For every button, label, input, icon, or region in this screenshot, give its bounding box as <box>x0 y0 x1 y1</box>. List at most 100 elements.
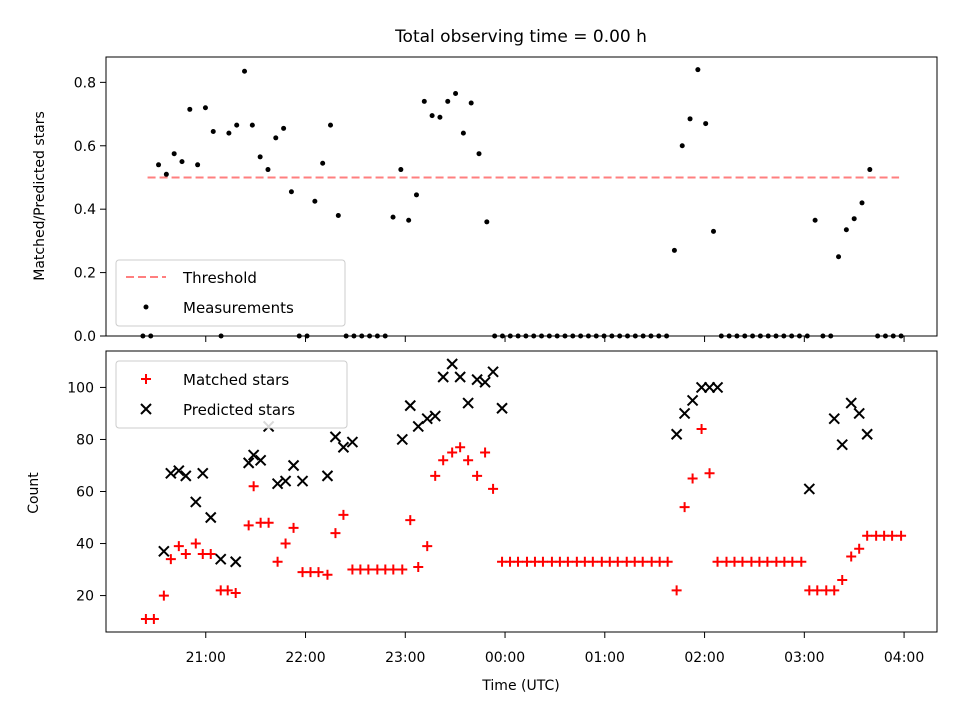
top-plot-area: 0.0 0.2 0.4 0.6 0.8 <box>74 67 905 345</box>
predicted-star-point <box>229 556 242 568</box>
measurement-point <box>390 214 396 220</box>
predicted-star-point <box>205 511 217 524</box>
matched-star-point <box>230 587 241 598</box>
measurement-point <box>421 98 427 104</box>
measurement-point <box>163 171 169 177</box>
matched-star-point <box>679 502 690 513</box>
predicted-star-point <box>180 470 192 482</box>
measurement-point <box>671 247 677 253</box>
measurement-point <box>460 130 466 136</box>
predicted-star-point <box>287 459 300 472</box>
matched-star-point <box>587 556 598 567</box>
measurement-point <box>202 105 208 111</box>
matched-star-point <box>796 556 807 567</box>
matched-star-point <box>447 447 458 458</box>
matched-star-point <box>887 530 898 541</box>
measurement-point <box>171 151 177 157</box>
measurement-point <box>335 213 341 219</box>
x-axis-label: Time (UTC) <box>481 678 559 694</box>
bottom-plot-frame <box>105 350 938 633</box>
measurement-point <box>187 106 193 112</box>
x-tick-label: 03:00 <box>784 650 824 666</box>
matched-star-point <box>397 564 408 575</box>
predicted-legend-label: Predicted stars <box>183 401 295 419</box>
predicted-star-point <box>412 420 424 433</box>
matched-star-point <box>712 556 723 567</box>
predicted-star-point <box>254 454 267 466</box>
predicted-star-point <box>670 428 683 440</box>
matched-star-point <box>704 468 715 479</box>
matched-star-point <box>330 528 341 539</box>
measurement-point <box>328 122 334 128</box>
predicted-star-point <box>479 376 491 388</box>
predicted-star-point <box>462 397 474 409</box>
predicted-star-point <box>711 381 724 394</box>
matched-star-point <box>480 447 491 458</box>
x-tick-label: 01:00 <box>585 650 625 666</box>
matched-star-point <box>612 556 623 567</box>
bottom-y-tick-label: 80 <box>76 432 94 448</box>
matched-legend-swatch <box>141 374 151 384</box>
x-tick-label: 23:00 <box>385 650 425 666</box>
matched-star-point <box>413 561 424 572</box>
top-legend: Threshold Measurements <box>115 259 346 327</box>
measurement-point <box>320 160 326 166</box>
bottom-legend: Matched stars Predicted stars <box>115 360 348 429</box>
top-legend-box <box>115 259 346 327</box>
predicted-star-point <box>242 457 255 469</box>
matched-star-point <box>662 556 673 567</box>
bottom-legend-box <box>115 360 348 429</box>
matched-star-point <box>363 564 374 575</box>
top-y-tick-label: 0.4 <box>74 202 96 218</box>
matched-star-point <box>388 564 399 575</box>
measurement-point <box>859 200 865 206</box>
matched-star-point <box>313 567 324 578</box>
matched-star-point <box>513 556 524 567</box>
matched-star-point <box>322 569 333 580</box>
matched-legend-label: Matched stars <box>183 371 289 389</box>
predicted-star-point <box>828 412 840 425</box>
predicted-star-point <box>454 371 466 383</box>
measurement-point <box>453 90 459 96</box>
measurement-point <box>867 167 873 173</box>
matched-star-point <box>243 520 254 531</box>
bottom-y-tick-label: 100 <box>67 380 94 396</box>
matched-star-point <box>696 424 707 435</box>
measurement-point <box>679 143 685 149</box>
top-plot-frame <box>105 56 938 337</box>
threshold-legend-label: Threshold <box>182 269 257 287</box>
matched-star-point <box>148 613 159 624</box>
matched-star-point <box>762 556 773 567</box>
predicted-legend-swatch <box>140 403 152 415</box>
matched-star-point <box>687 473 698 484</box>
x-tick-label: 04:00 <box>884 650 924 666</box>
measurement-point <box>437 114 443 120</box>
matched-star-point <box>190 538 201 549</box>
measurement-point <box>249 122 255 128</box>
measurement-point <box>156 162 162 168</box>
measurement-point <box>288 189 294 195</box>
matched-star-point <box>787 556 798 567</box>
predicted-star-point <box>215 553 227 565</box>
measurement-point <box>812 217 818 223</box>
predicted-star-point <box>853 407 865 420</box>
predicted-star-point <box>346 436 359 448</box>
measurement-point <box>445 98 451 104</box>
measurement-point <box>695 67 701 73</box>
measurement-point <box>281 125 287 131</box>
predicted-star-point <box>279 475 292 487</box>
bottom-y-tick-label: 40 <box>76 537 94 553</box>
matched-star-point <box>438 455 449 466</box>
matched-star-point <box>338 509 349 520</box>
matched-star-point <box>537 556 548 567</box>
measurements-legend-label: Measurements <box>183 299 294 317</box>
predicted-star-point <box>190 496 202 508</box>
measurement-point <box>484 219 490 225</box>
matched-star-point <box>430 470 441 481</box>
measurement-point <box>843 227 849 233</box>
matched-star-point <box>455 442 466 453</box>
matched-star-point <box>896 530 907 541</box>
measurement-point <box>710 228 716 234</box>
predicted-star-point <box>686 394 699 407</box>
measurement-point <box>195 162 201 168</box>
